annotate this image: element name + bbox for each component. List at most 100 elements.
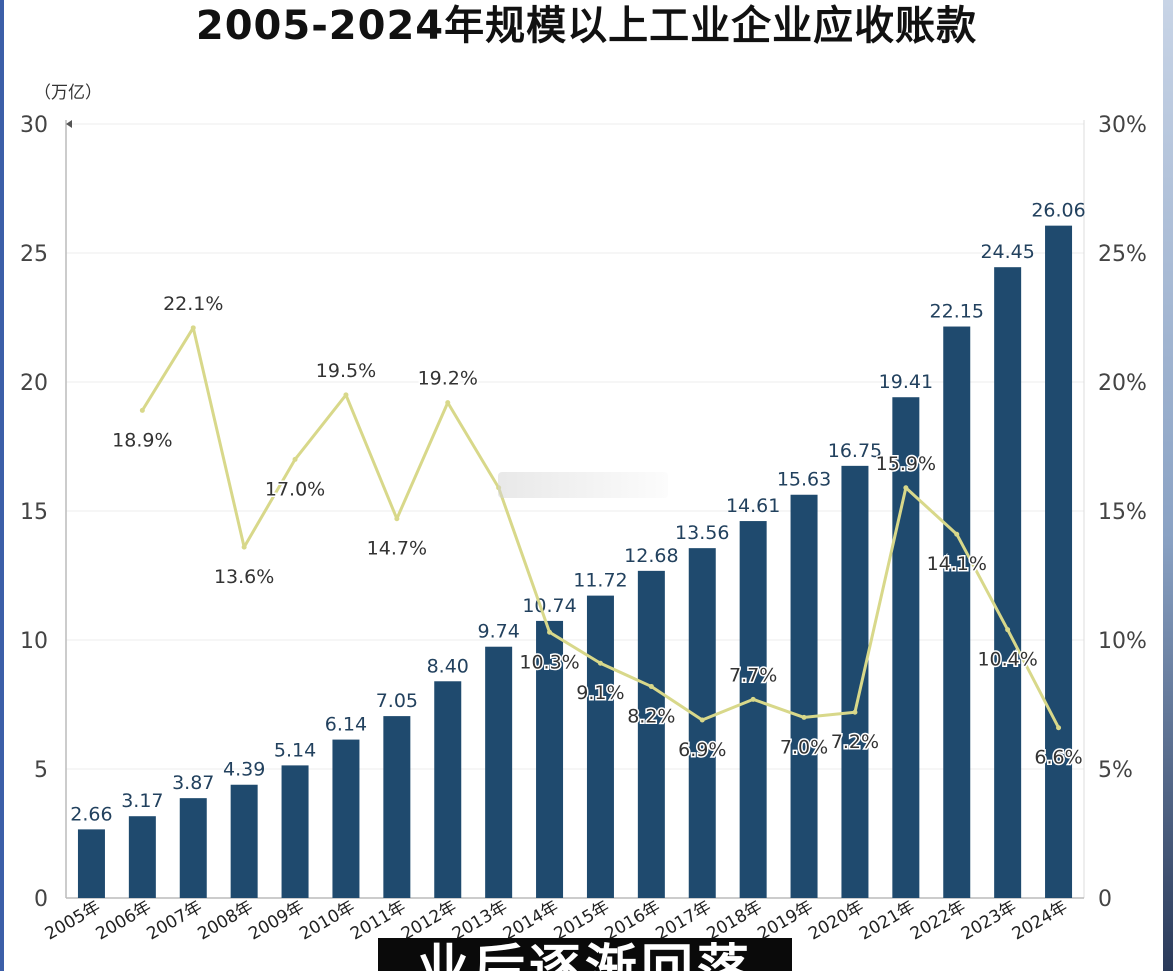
bar: [332, 739, 360, 898]
bar-value-label: 9.74: [477, 621, 519, 643]
bar: [1045, 225, 1073, 899]
bar-value-label: 3.87: [172, 772, 214, 794]
growth-rate-label: 14.1%: [927, 553, 987, 575]
growth-rate-point: [190, 325, 196, 331]
growth-rate-point: [852, 709, 858, 715]
growth-rate-label: 17.0%: [265, 478, 325, 500]
growth-rate-point: [597, 660, 603, 666]
y2-tick-label: 20%: [1098, 371, 1147, 396]
bar-value-label: 3.17: [121, 790, 163, 812]
bar-value-label: 13.56: [675, 522, 729, 544]
bar: [536, 620, 564, 898]
x-tick-label: 2008年: [194, 897, 256, 944]
bar: [281, 765, 309, 898]
growth-rate-point: [750, 696, 756, 702]
y2-tick-label: 10%: [1098, 629, 1147, 654]
y-tick-label: 10: [20, 629, 48, 654]
left-edge-strip: [0, 0, 4, 971]
bar-value-label: 26.06: [1031, 200, 1085, 222]
growth-rate-point: [547, 629, 553, 635]
growth-rate-label: 22.1%: [163, 293, 223, 315]
growth-rate-point: [801, 714, 807, 720]
bar-value-label: 10.74: [522, 595, 576, 617]
x-tick-label: 2020年: [805, 897, 867, 944]
bar-value-label: 24.45: [980, 241, 1034, 263]
y-tick-label: 20: [20, 371, 48, 396]
growth-rate-label: 10.4%: [977, 649, 1037, 671]
growth-rate-label: 7.7%: [729, 664, 777, 686]
chart-title: 2005-2024年规模以上工业企业应收账款: [195, 3, 978, 49]
growth-rate-point: [394, 516, 400, 522]
y2-tick-label: 25%: [1098, 242, 1147, 267]
bar: [128, 816, 156, 898]
bar: [688, 548, 716, 898]
growth-rate-label: 19.5%: [316, 360, 376, 382]
bar: [739, 521, 767, 898]
bar: [790, 494, 818, 898]
y-tick-label: 15: [20, 500, 48, 525]
y-tick-label: 30: [20, 113, 48, 138]
bar-value-label: 11.72: [573, 570, 627, 592]
bar: [994, 267, 1022, 898]
y-tick-label: 5: [34, 758, 48, 783]
growth-rate-label: 14.7%: [367, 538, 427, 560]
growth-rate-point: [699, 717, 705, 723]
x-tick-label: 2006年: [93, 897, 155, 944]
bar: [943, 326, 971, 898]
right-edge-strip: [1163, 0, 1173, 971]
bar: [434, 681, 462, 898]
bar-value-label: 15.63: [777, 469, 831, 491]
bar-value-label: 5.14: [274, 739, 316, 761]
bar-value-label: 6.14: [325, 714, 367, 736]
growth-rate-point: [1056, 725, 1062, 731]
growth-rate-point: [648, 683, 654, 689]
growth-rate-point: [954, 531, 960, 537]
growth-rate-point: [903, 485, 909, 491]
growth-rate-point: [343, 392, 349, 398]
bar: [179, 798, 207, 898]
bar-value-label: 8.40: [427, 655, 469, 677]
growth-rate-point: [292, 456, 298, 462]
bar: [230, 784, 258, 898]
x-tick-label: 2010年: [296, 897, 358, 944]
y-axis-unit: （万亿）: [34, 83, 102, 103]
bar: [892, 397, 920, 898]
bar: [485, 646, 513, 898]
y2-tick-label: 30%: [1098, 113, 1147, 138]
x-tick-label: 2024年: [1009, 897, 1071, 944]
growth-rate-point: [241, 544, 247, 550]
x-tick-label: 2021年: [856, 897, 918, 944]
growth-rate-label: 10.3%: [519, 651, 579, 673]
bar-value-label: 7.05: [376, 690, 418, 712]
y-tick-label: 0: [34, 887, 48, 912]
growth-rate-point: [1005, 627, 1011, 633]
growth-rate-label: 6.6%: [1034, 747, 1082, 769]
growth-rate-label: 7.0%: [780, 736, 828, 758]
y2-tick-label: 15%: [1098, 500, 1147, 525]
bar-value-label: 4.39: [223, 759, 265, 781]
growth-rate-label: 8.2%: [627, 705, 675, 727]
x-tick-label: 2009年: [245, 897, 307, 944]
growth-rate-label: 15.9%: [876, 453, 936, 475]
watermark-blur: [498, 472, 668, 498]
growth-rate-point: [139, 407, 145, 413]
y2-tick-label: 5%: [1098, 758, 1133, 783]
y-axis-arrow: [66, 120, 72, 128]
bar-value-label: 12.68: [624, 545, 678, 567]
bar: [383, 716, 411, 898]
growth-rate-point: [445, 400, 451, 406]
growth-rate-label: 7.2%: [831, 731, 879, 753]
growth-rate-label: 9.1%: [576, 682, 624, 704]
growth-rate-label: 13.6%: [214, 566, 274, 588]
caption-text: 业后逐渐回落: [416, 940, 753, 971]
bar-value-label: 14.61: [726, 495, 780, 517]
x-tick-label: 2022年: [907, 897, 969, 944]
bar: [841, 465, 869, 898]
growth-rate-label: 18.9%: [112, 429, 172, 451]
bar-value-label: 16.75: [828, 440, 882, 462]
y-tick-label: 25: [20, 242, 48, 267]
growth-rate-label: 19.2%: [418, 368, 478, 390]
bar-value-label: 19.41: [879, 371, 933, 393]
